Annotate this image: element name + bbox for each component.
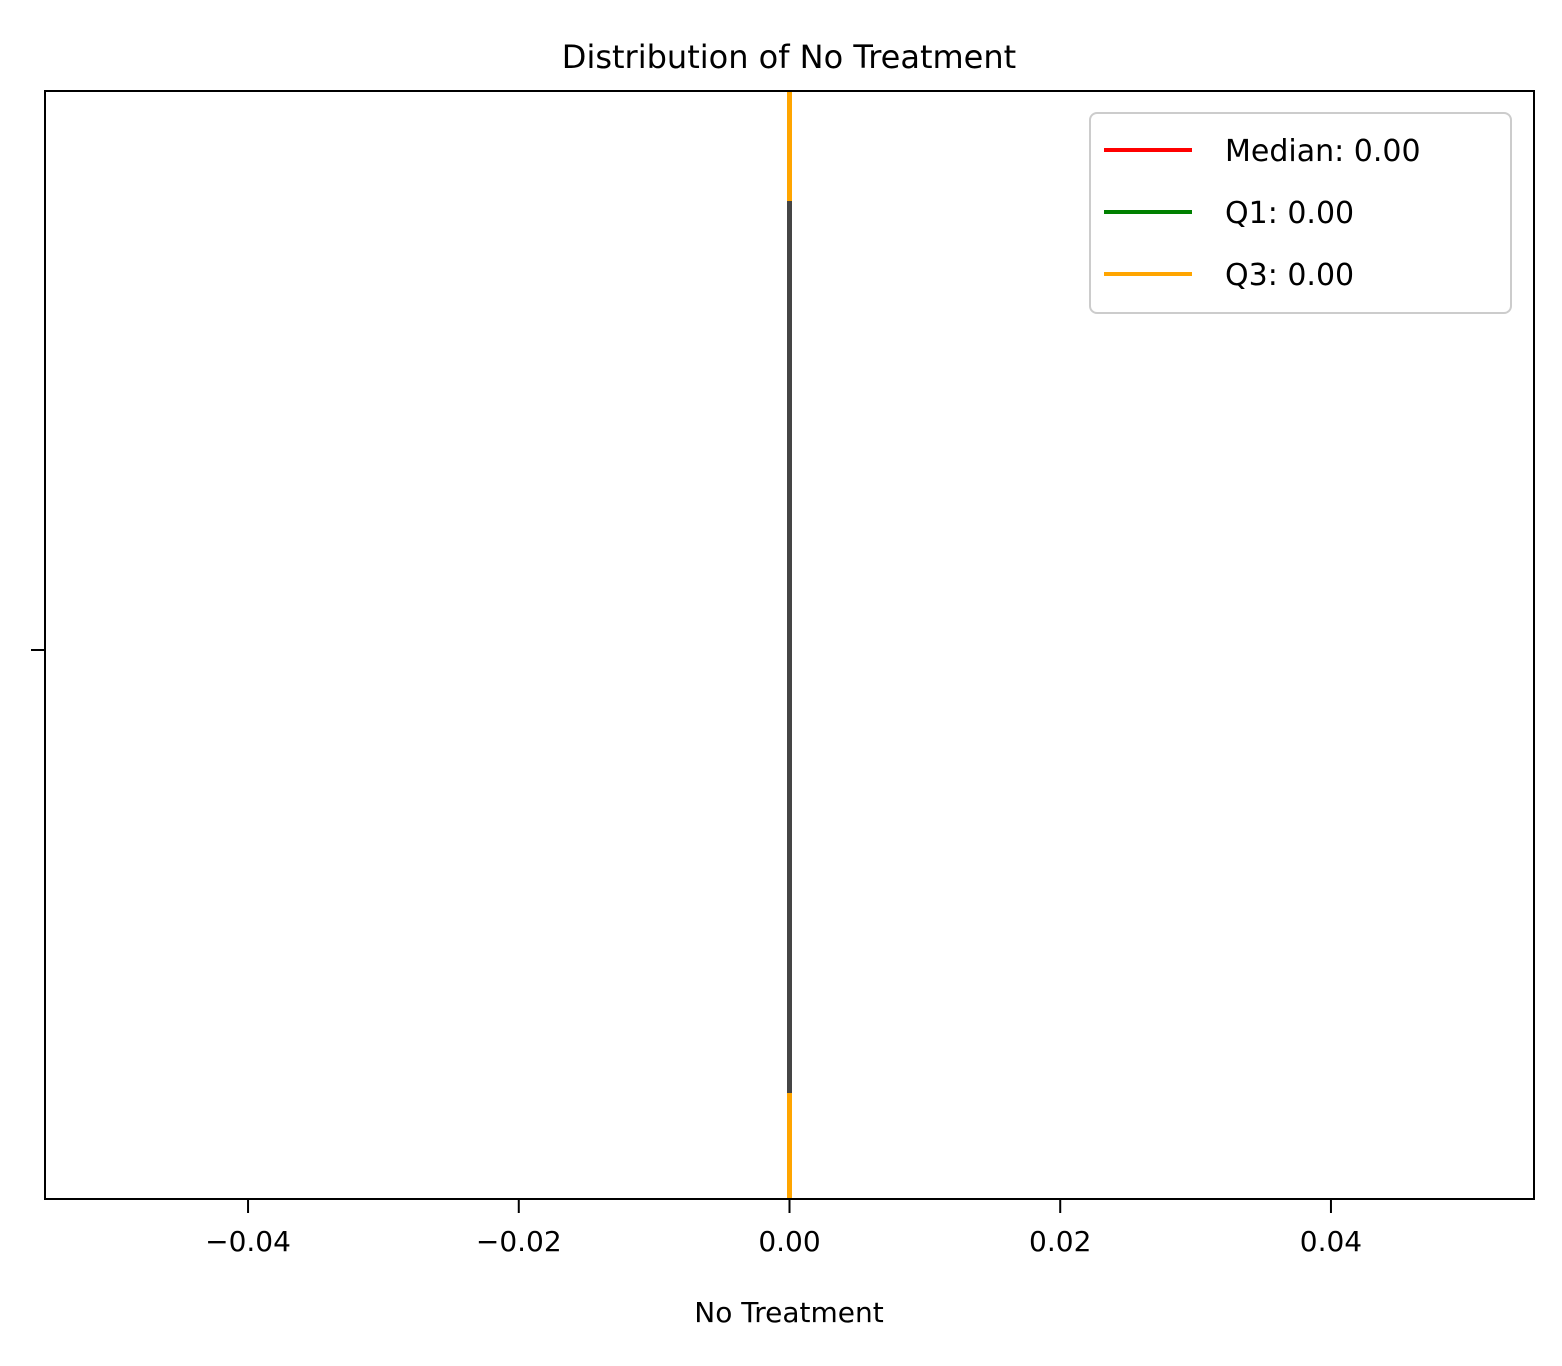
legend-items: Median: 0.00 Q1: 0.00 Q3: 0.00: [1104, 134, 1421, 293]
x-tick-label: −0.02: [476, 1225, 562, 1258]
legend-label: Q3: 0.00: [1225, 258, 1354, 293]
x-axis-label: No Treatment: [694, 1296, 883, 1329]
x-tick-label: 0.00: [758, 1225, 820, 1258]
plot-area: [787, 91, 792, 1199]
x-tick-label: 0.02: [1029, 1225, 1091, 1258]
legend-label: Q1: 0.00: [1225, 196, 1354, 231]
x-tick-label: 0.04: [1300, 1225, 1362, 1258]
chart-title: Distribution of No Treatment: [562, 38, 1016, 76]
x-axis-ticks: −0.04 −0.02 0.00 0.02 0.04: [205, 1199, 1362, 1258]
legend-label: Median: 0.00: [1225, 134, 1421, 169]
legend-frame: [1089, 112, 1512, 314]
legend: Median: 0.00 Q1: 0.00 Q3: 0.00: [1089, 112, 1512, 314]
x-tick-label: −0.04: [205, 1225, 291, 1258]
